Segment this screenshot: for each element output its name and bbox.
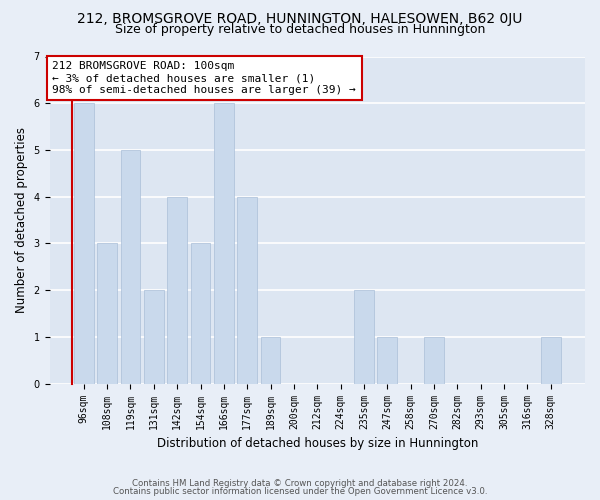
Text: 212, BROMSGROVE ROAD, HUNNINGTON, HALESOWEN, B62 0JU: 212, BROMSGROVE ROAD, HUNNINGTON, HALESO…	[77, 12, 523, 26]
Bar	[97, 244, 117, 384]
Bar	[424, 337, 444, 384]
Bar	[214, 103, 234, 384]
Bar	[541, 337, 560, 384]
Y-axis label: Number of detached properties: Number of detached properties	[15, 127, 28, 313]
Bar	[167, 196, 187, 384]
Bar	[121, 150, 140, 384]
Text: 212 BROMSGROVE ROAD: 100sqm
← 3% of detached houses are smaller (1)
98% of semi-: 212 BROMSGROVE ROAD: 100sqm ← 3% of deta…	[52, 62, 356, 94]
Bar	[354, 290, 374, 384]
Bar	[144, 290, 164, 384]
Bar	[260, 337, 280, 384]
Text: Contains HM Land Registry data © Crown copyright and database right 2024.: Contains HM Land Registry data © Crown c…	[132, 478, 468, 488]
X-axis label: Distribution of detached houses by size in Hunnington: Distribution of detached houses by size …	[157, 437, 478, 450]
Bar	[191, 244, 211, 384]
Bar	[74, 103, 94, 384]
Bar	[377, 337, 397, 384]
Bar	[237, 196, 257, 384]
Text: Size of property relative to detached houses in Hunnington: Size of property relative to detached ho…	[115, 24, 485, 36]
Text: Contains public sector information licensed under the Open Government Licence v3: Contains public sector information licen…	[113, 487, 487, 496]
